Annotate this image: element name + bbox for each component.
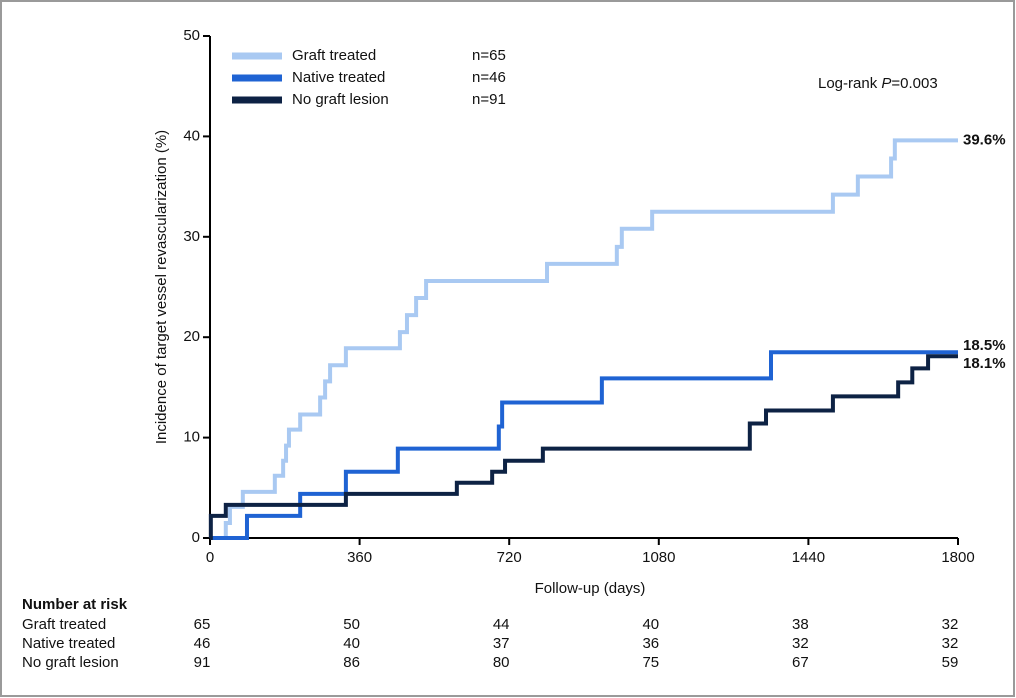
y-tick-label: 50 <box>183 27 200 44</box>
annotation: Log-rank P=0.003 <box>818 75 938 92</box>
risk-value: 40 <box>642 616 659 633</box>
risk-row-label: No graft lesion <box>22 654 119 671</box>
risk-value: 65 <box>194 616 211 633</box>
end-label: 39.6% <box>963 131 1006 148</box>
risk-value: 40 <box>343 635 360 652</box>
x-tick-label: 1800 <box>941 549 974 566</box>
y-tick-label: 40 <box>183 127 200 144</box>
y-tick-label: 20 <box>183 328 200 345</box>
risk-value: 91 <box>194 654 211 671</box>
annotation-part: P <box>881 75 891 92</box>
risk-value: 36 <box>642 635 659 652</box>
risk-value: 75 <box>642 654 659 671</box>
risk-value: 44 <box>493 616 510 633</box>
x-tick-label: 0 <box>206 549 214 566</box>
series-line <box>208 354 958 540</box>
risk-value: 46 <box>194 635 211 652</box>
risk-row-label: Graft treated <box>22 616 106 633</box>
legend-n: n=91 <box>472 91 506 108</box>
risk-value: 37 <box>493 635 510 652</box>
annotation-part: Log-rank <box>818 75 881 92</box>
x-tick-label: 1080 <box>642 549 675 566</box>
x-axis-label: Follow-up (days) <box>535 580 646 597</box>
series-line <box>210 350 958 540</box>
y-tick-label: 0 <box>192 529 200 546</box>
x-tick-label: 1440 <box>792 549 825 566</box>
risk-row-label: Native treated <box>22 635 115 652</box>
y-tick-label: 10 <box>183 429 200 446</box>
risk-value: 32 <box>942 616 959 633</box>
legend-label: Native treated <box>292 69 385 86</box>
y-tick-label: 30 <box>183 228 200 245</box>
risk-value: 38 <box>792 616 809 633</box>
risk-value: 86 <box>343 654 360 671</box>
risk-table-title: Number at risk <box>22 596 128 613</box>
risk-value: 50 <box>343 616 360 633</box>
legend-n: n=46 <box>472 69 506 86</box>
risk-value: 32 <box>942 635 959 652</box>
legend-label: Graft treated <box>292 47 376 64</box>
end-label: 18.5% <box>963 337 1006 354</box>
annotation-part: =0.003 <box>891 75 937 92</box>
risk-value: 32 <box>792 635 809 652</box>
legend-n: n=65 <box>472 47 506 64</box>
x-tick-label: 720 <box>497 549 522 566</box>
x-tick-label: 360 <box>347 549 372 566</box>
legend-label: No graft lesion <box>292 91 389 108</box>
risk-value: 80 <box>493 654 510 671</box>
risk-value: 67 <box>792 654 809 671</box>
end-label: 18.1% <box>963 355 1006 372</box>
risk-value: 59 <box>942 654 959 671</box>
series-line <box>210 138 958 540</box>
y-axis-label: Incidence of target vessel revasculariza… <box>153 130 170 444</box>
